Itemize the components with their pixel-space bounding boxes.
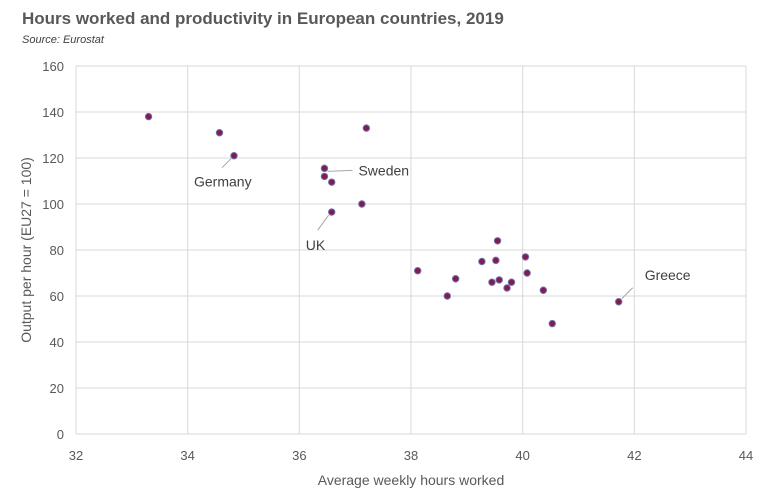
data-point <box>488 278 496 286</box>
chart-source: Source: Eurostat <box>22 34 104 46</box>
y-tick-label: 20 <box>50 381 64 396</box>
data-point <box>451 275 460 283</box>
data-point <box>615 298 623 306</box>
annotation-label: Germany <box>194 174 252 190</box>
x-tick-label: 36 <box>292 448 306 463</box>
y-axis-ticks: 0 20 40 60 80 100 120 140 160 <box>42 59 64 442</box>
data-point <box>320 172 329 181</box>
data-point <box>144 112 153 121</box>
data-point <box>362 124 371 132</box>
annotations: Germany Sweden UK Greece <box>194 162 691 282</box>
annotation-leader-line <box>621 287 634 300</box>
data-point <box>503 284 511 292</box>
data-point <box>492 256 500 265</box>
data-point <box>521 253 530 261</box>
data-point <box>478 257 486 266</box>
annotation-leader-line <box>221 158 232 169</box>
data-point <box>215 129 224 137</box>
x-tick-label: 32 <box>69 448 83 463</box>
y-tick-label: 80 <box>50 243 64 258</box>
data-point <box>548 319 556 328</box>
data-point <box>230 152 238 160</box>
data-point <box>539 286 548 294</box>
data-point <box>328 178 336 186</box>
x-tick-label: 42 <box>627 448 641 463</box>
y-tick-label: 60 <box>50 289 64 304</box>
x-axis-label: Average weekly hours worked <box>318 472 505 488</box>
y-tick-label: 120 <box>42 151 64 166</box>
grid <box>75 65 747 435</box>
data-points <box>144 112 623 328</box>
data-point <box>328 208 336 216</box>
x-tick-label: 38 <box>404 448 418 463</box>
data-point <box>523 269 531 277</box>
data-point <box>493 237 502 245</box>
y-tick-label: 0 <box>57 427 64 442</box>
annotation-leader-line <box>317 214 330 231</box>
x-tick-label: 34 <box>180 448 194 463</box>
y-tick-label: 40 <box>50 335 64 350</box>
x-axis-ticks: 32 34 36 38 40 42 44 <box>69 448 753 463</box>
chart-title: Hours worked and productivity in Europea… <box>22 9 504 28</box>
annotation-label: UK <box>306 237 326 253</box>
annotation-leader-line <box>327 169 353 172</box>
x-tick-label: 44 <box>739 448 753 463</box>
y-axis-label: Output per hour (EU27 = 100) <box>18 157 34 343</box>
data-point <box>320 164 329 173</box>
data-point <box>507 278 516 286</box>
annotation-leaders <box>221 158 634 300</box>
data-point <box>358 200 366 208</box>
y-tick-label: 140 <box>42 105 64 120</box>
data-point <box>414 267 422 275</box>
x-tick-label: 40 <box>515 448 529 463</box>
data-point <box>443 292 451 300</box>
annotation-label: Sweden <box>358 162 409 178</box>
annotation-label: Greece <box>645 267 691 283</box>
y-tick-label: 100 <box>42 197 64 212</box>
data-point <box>495 276 503 284</box>
y-tick-label: 160 <box>42 59 64 74</box>
